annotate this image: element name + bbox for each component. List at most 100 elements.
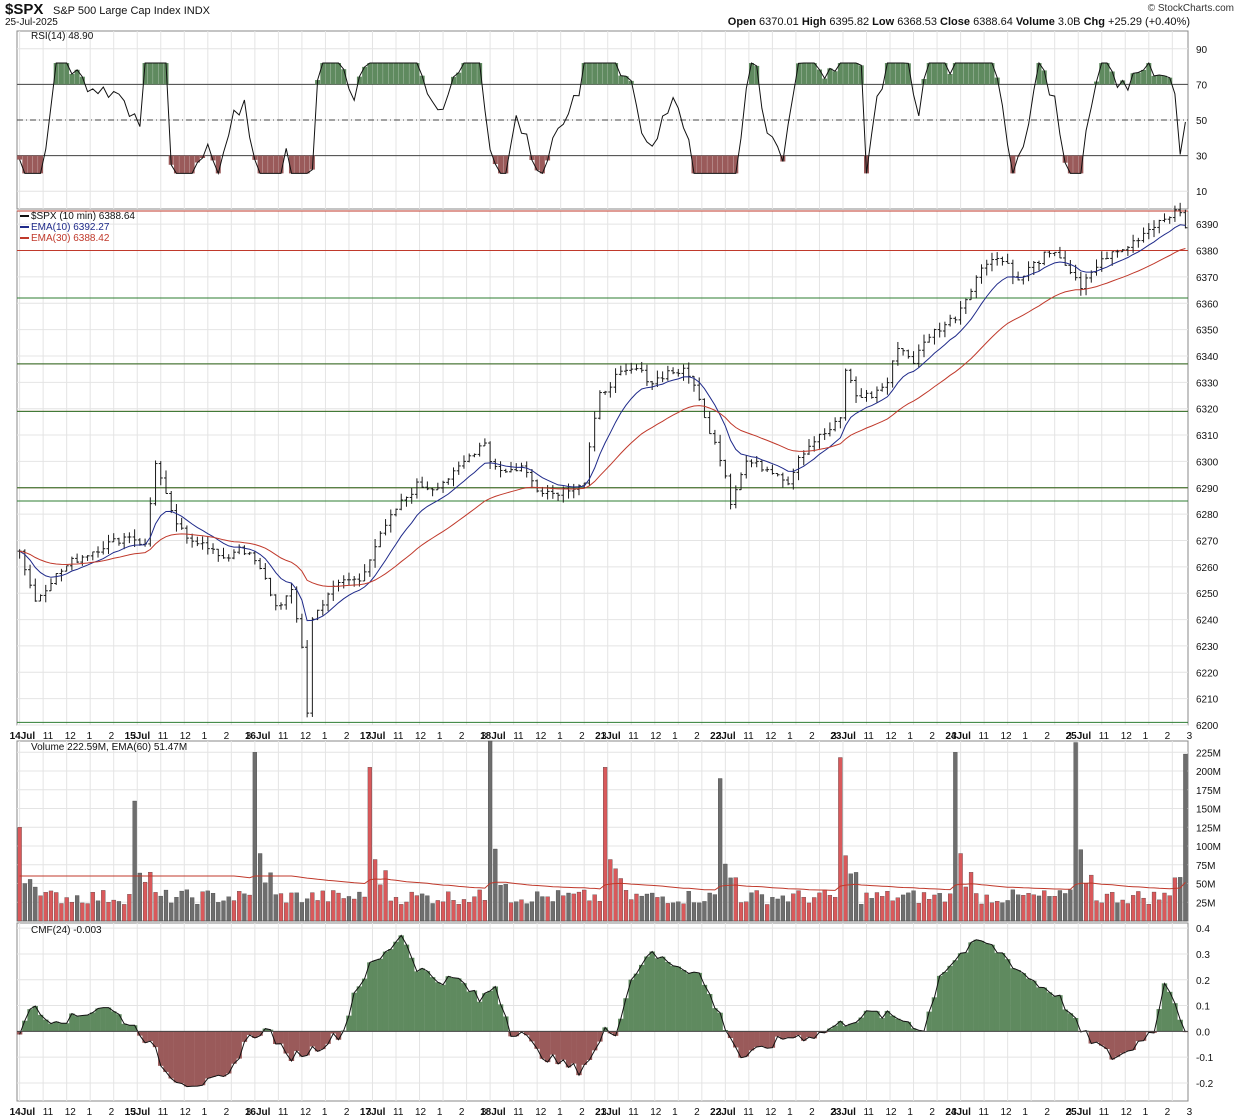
volume-bar — [874, 892, 880, 922]
volume-label: Volume — [1015, 16, 1055, 28]
cmf-xaxis-hour-label: 12 — [65, 1107, 77, 1118]
price-xaxis-hour-label: 11 — [863, 731, 874, 742]
volume-bar — [927, 899, 932, 922]
cmf-xaxis-hour-label: 11 — [743, 1107, 754, 1118]
volume-bar — [414, 895, 420, 922]
volume-bar — [968, 872, 974, 922]
cmf-xaxis-hour-label: 1 — [672, 1107, 678, 1118]
volume-bar — [1172, 877, 1178, 922]
price-xaxis-hour-label: 12 — [885, 731, 897, 742]
volume-tick-label: 225M — [1196, 748, 1221, 759]
volume-bar — [937, 893, 942, 922]
volume-bar — [137, 872, 142, 922]
price-xaxis-hour-label: 1 — [907, 731, 913, 742]
chart-date: 25-Jul-2025 — [5, 17, 58, 28]
volume-bar — [566, 892, 571, 922]
cmf-xaxis-day-label: 24Jul — [945, 1107, 971, 1118]
volume-bar — [305, 898, 310, 922]
volume-bar — [158, 895, 163, 922]
rsi-tick-label: 70 — [1196, 80, 1208, 91]
price-xaxis-hour-label: 11 — [158, 731, 169, 742]
volume-bar — [644, 893, 650, 922]
volume-bar — [372, 859, 378, 922]
cmf-legend: CMF(24) -0.003 — [31, 925, 102, 936]
volume-bar — [1015, 894, 1021, 922]
cmf-xaxis-hour-label: 3 — [481, 1107, 487, 1118]
volume-bar — [634, 893, 639, 922]
volume-value: 3.0B — [1057, 16, 1081, 28]
rsi-tick-label: 30 — [1196, 152, 1208, 163]
volume-bar — [1115, 902, 1120, 922]
volume-bar — [712, 894, 718, 922]
price-tick-label: 6290 — [1196, 484, 1219, 495]
price-xaxis-hour-label: 1 — [787, 731, 793, 742]
price-xaxis-hour-label: 3 — [951, 731, 957, 742]
cmf-xaxis-hour-label: 11 — [393, 1107, 404, 1118]
price-xaxis-hour-label: 12 — [1121, 731, 1133, 742]
price-xaxis-hour-label: 3 — [831, 731, 837, 742]
ticker-name: S&P 500 Large Cap Index INDX — [53, 5, 210, 17]
price-xaxis-hour-label: 12 — [415, 731, 427, 742]
price-xaxis-hour-label: 1 — [1143, 731, 1149, 742]
volume-bar — [817, 892, 822, 922]
volume-bar — [535, 891, 540, 922]
volume-bar — [754, 890, 759, 922]
volume-bar — [1136, 891, 1141, 922]
cmf-xaxis-hour-label: 3 — [366, 1107, 372, 1118]
price-xaxis-hour-label: 1 — [202, 731, 208, 742]
volume-bar — [179, 890, 184, 922]
volume-bar — [299, 902, 305, 922]
volume-bar — [1130, 895, 1136, 922]
stockcharts-watermark: © StockCharts.com — [1147, 3, 1234, 14]
volume-bar — [979, 903, 984, 922]
volume-bar — [801, 897, 806, 922]
cmf-xaxis-hour-label: 2 — [109, 1107, 115, 1118]
volume-bar — [27, 879, 33, 922]
volume-bar — [456, 904, 461, 922]
volume-bar — [1099, 902, 1104, 922]
volume-bar — [1157, 899, 1162, 922]
volume-bar — [869, 898, 874, 922]
cmf-xaxis-hour-label: 2 — [929, 1107, 935, 1118]
price-tick-label: 6350 — [1196, 326, 1219, 337]
volume-bar — [153, 892, 158, 922]
volume-bar — [733, 877, 738, 922]
price-xaxis-hour-label: 3 — [246, 731, 252, 742]
price-xaxis-hour-label: 3 — [481, 731, 487, 742]
volume-bar — [357, 891, 362, 922]
price-xaxis-hour-label: 2 — [929, 731, 935, 742]
price-xaxis-hour-label: 3 — [1187, 731, 1193, 742]
volume-bar — [864, 892, 869, 922]
volume-bar — [749, 892, 754, 922]
price-xaxis-hour-label: 11 — [43, 731, 54, 742]
volume-bar — [989, 902, 995, 922]
vol-panel-frame — [16, 740, 1189, 922]
volume-bar — [1010, 889, 1015, 922]
volume-bar — [1104, 893, 1110, 922]
price-xaxis-hour-label: 2 — [224, 731, 230, 742]
cmf-xaxis-hour-label: 2 — [694, 1107, 700, 1118]
low-label: Low — [872, 16, 895, 28]
volume-bar — [629, 899, 634, 922]
open-label: Open — [727, 16, 756, 28]
volume-bar — [315, 900, 320, 922]
volume-bar — [1183, 753, 1188, 922]
cmf-xaxis-hour-label: 3 — [1066, 1107, 1072, 1118]
volume-bar — [592, 894, 597, 922]
volume-bar — [812, 897, 817, 922]
volume-bar — [555, 890, 561, 922]
volume-bar — [331, 890, 336, 922]
price-tick-label: 6270 — [1196, 536, 1219, 547]
volume-bar — [916, 903, 921, 922]
volume-bar — [320, 890, 325, 922]
volume-bar — [440, 901, 446, 922]
cmf-xaxis-hour-label: 11 — [278, 1107, 289, 1118]
volume-bar — [1036, 895, 1042, 922]
price-xaxis-hour-label: 11 — [979, 731, 990, 742]
price-xaxis-hour-label: 12 — [765, 731, 777, 742]
price-xaxis-hour-label: 1 — [437, 731, 443, 742]
volume-bar — [613, 868, 618, 922]
volume-bar — [221, 900, 226, 922]
volume-bar — [665, 903, 670, 922]
